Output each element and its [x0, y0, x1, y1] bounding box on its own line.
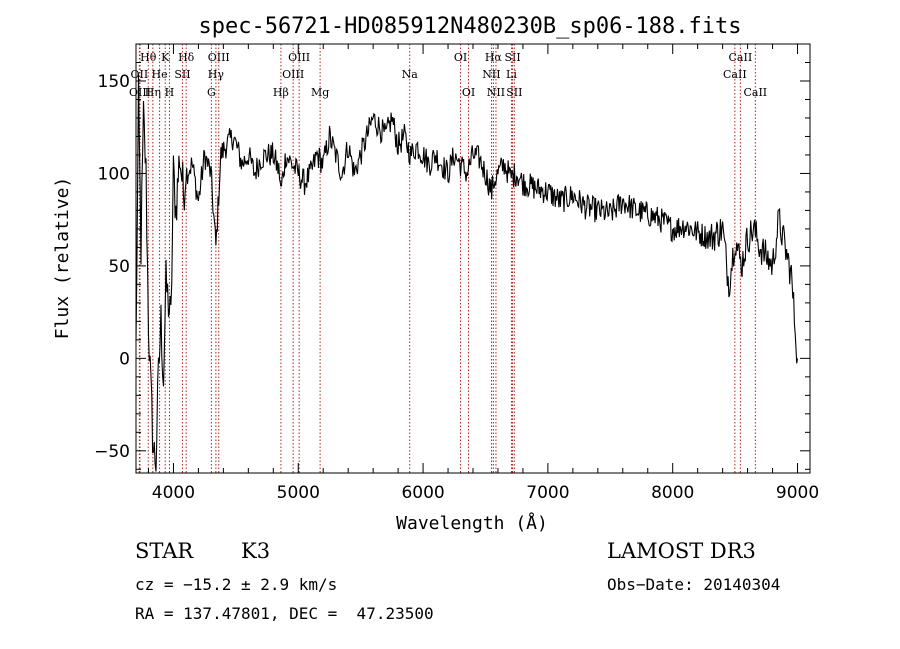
axis-layer: 4000 5000 6000 7000 8000 9000 −50 0 50 100 150 [94, 43, 819, 503]
line-label-22: SII [504, 51, 520, 64]
line-label-17: OI [454, 51, 467, 64]
line-label-9: OIII [208, 51, 230, 64]
chart-title: spec-56721-HD085912N480230B_sp06-188.fit… [198, 14, 741, 39]
redshift-text: cz = −15.2 ± 2.9 km/s [135, 575, 338, 594]
plot-frame [135, 43, 811, 474]
line-label-23: Li [506, 68, 517, 81]
line-label-24: SII [506, 86, 522, 99]
y-axis-label: Flux (relative) [52, 177, 73, 340]
line-label-18: OI [462, 86, 475, 99]
coordinates-text: RA = 137.47801, DEC = 47.23500 [135, 604, 434, 623]
line-label-21: NII [487, 86, 505, 99]
x-tick-label-4000: 4000 [152, 483, 195, 503]
line-label-16: Na [402, 68, 419, 81]
line-label-8: H [165, 86, 175, 99]
line-label-1: OII [131, 68, 149, 81]
x-tick-label-8000: 8000 [651, 483, 694, 503]
obs-date-text: Obs−Date: 20140304 [607, 575, 781, 594]
line-label-6: Hδ [178, 51, 195, 64]
spectrum-line-0 [135, 73, 799, 472]
object-class-label: STAR [135, 539, 194, 563]
line-label-14: Hβ [273, 86, 289, 99]
y-tick-label-100: 100 [98, 164, 130, 184]
x-tick-label-9000: 9000 [776, 483, 819, 503]
survey-label: LAMOST DR3 [607, 539, 756, 563]
x-axis-label: Wavelength (Å) [396, 512, 548, 534]
subclass-label: K3 [241, 539, 271, 563]
x-tick-label-6000: 6000 [401, 483, 444, 503]
x-tick-label-5000: 5000 [277, 483, 320, 503]
line-label-4: He [152, 68, 168, 81]
line-label-0: Hθ [140, 51, 157, 64]
line-label-10: Hγ [208, 68, 225, 81]
line-label-11: G [207, 86, 216, 99]
line-label-25: CaII [729, 51, 753, 64]
y-tick-label-50: 50 [108, 257, 130, 277]
line-label-15: Mg [311, 86, 329, 99]
y-tick-label--50: −50 [94, 442, 130, 462]
line-label-12: OIII [288, 51, 310, 64]
line-label-7: SII [174, 68, 190, 81]
line-label-5: Hη [145, 86, 161, 99]
line-label-20: NII [482, 68, 500, 81]
y-tick-label-150: 150 [98, 72, 130, 92]
line-label-19: Hα [485, 51, 503, 64]
line-marker-layer: Hθ OII OIII K He Hη Hδ SII H OIII Hγ G OIII OIII Hβ Mg N… [129, 44, 767, 473]
spectrum-layer [135, 73, 799, 472]
line-label-2: OIII [129, 86, 151, 99]
line-label-26: CaII [723, 68, 747, 81]
y-tick-label-0: 0 [119, 349, 130, 369]
line-label-27: CaII [743, 86, 767, 99]
line-label-3: K [161, 51, 170, 64]
line-label-13: OIII [282, 68, 304, 81]
x-tick-label-7000: 7000 [526, 483, 569, 503]
